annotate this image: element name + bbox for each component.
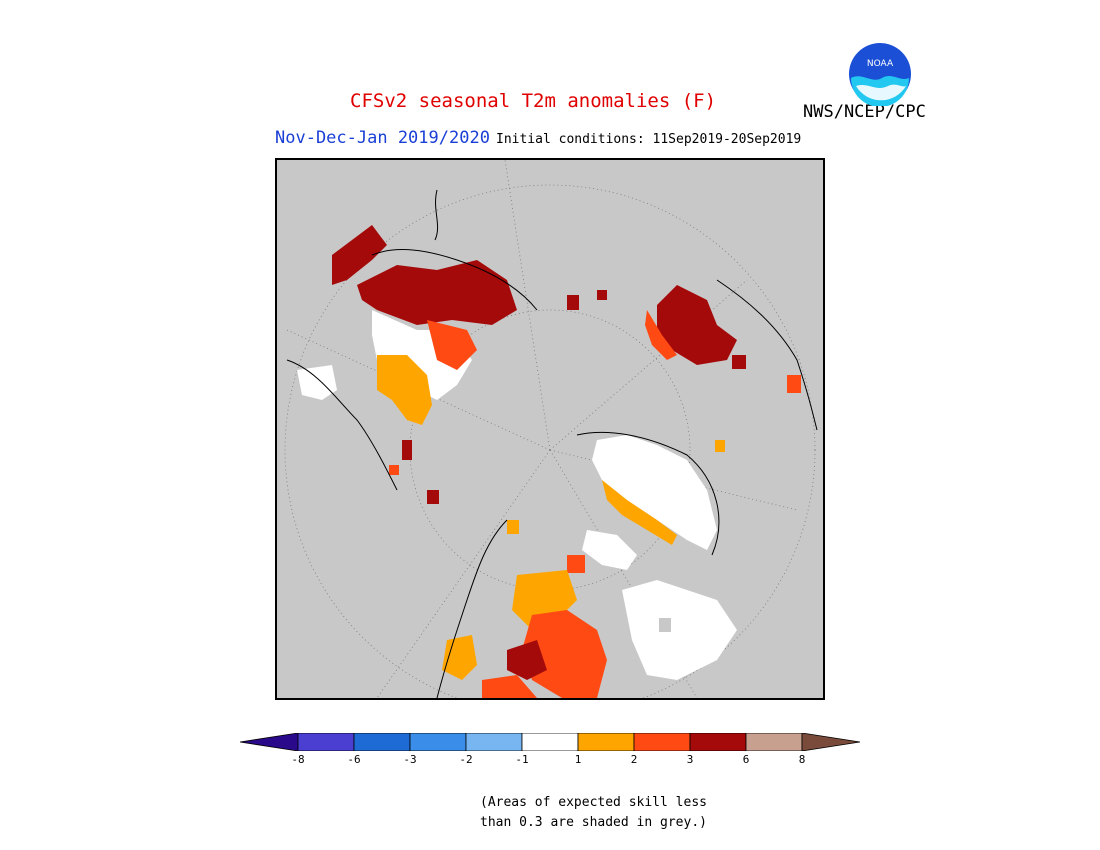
greenland-region [592, 435, 717, 550]
scale-segment-2 [353, 733, 411, 751]
scale-tick-label: 8 [798, 753, 806, 766]
scale-tick-label: 2 [630, 753, 638, 766]
scale-tick-label: -2 [459, 753, 473, 766]
scale-tick-label: -3 [403, 753, 417, 766]
scale-segment-10 [801, 733, 860, 751]
graticule [284, 160, 816, 698]
scale-segment-5 [521, 733, 579, 751]
scale-tick-label: 6 [742, 753, 750, 766]
polar-stereographic-map [284, 160, 818, 698]
scale-tick-label: 3 [686, 753, 694, 766]
skill-note-line-1: (Areas of expected skill less [480, 795, 707, 810]
scale-tick-label: -6 [347, 753, 361, 766]
europe-region [297, 225, 517, 504]
north-america-region [442, 570, 737, 698]
coastlines [286, 189, 818, 698]
scale-segment-4 [465, 733, 523, 751]
map-title: CFSv2 seasonal T2m anomalies (F) [350, 90, 717, 112]
arctic-islands [507, 520, 637, 573]
scale-segment-1 [297, 733, 355, 751]
asia-region [567, 285, 801, 452]
polar-map [275, 158, 825, 700]
noaa-logo-icon: NOAA [849, 43, 911, 106]
logo-text: NOAA [867, 59, 894, 69]
skill-note: (Areas of expected skill less than 0.3 a… [480, 793, 707, 833]
skill-note-line-2: than 0.3 are shaded in grey.) [480, 815, 707, 830]
scale-tick-label: 1 [574, 753, 582, 766]
scale-tick-label: -8 [291, 753, 305, 766]
color-scale-bar [240, 733, 860, 751]
scale-segment-9 [745, 733, 803, 751]
scale-tick-label: -1 [515, 753, 529, 766]
scale-segment-3 [409, 733, 467, 751]
initial-conditions: Initial conditions: 11Sep2019-20Sep2019 [496, 132, 802, 147]
scale-segment-7 [633, 733, 691, 751]
scale-segment-0 [240, 733, 299, 751]
forecast-period: Nov-Dec-Jan 2019/2020 [275, 128, 490, 148]
agency-label: NWS/NCEP/CPC [803, 102, 926, 122]
scale-segment-6 [577, 733, 635, 751]
scale-segment-8 [689, 733, 747, 751]
